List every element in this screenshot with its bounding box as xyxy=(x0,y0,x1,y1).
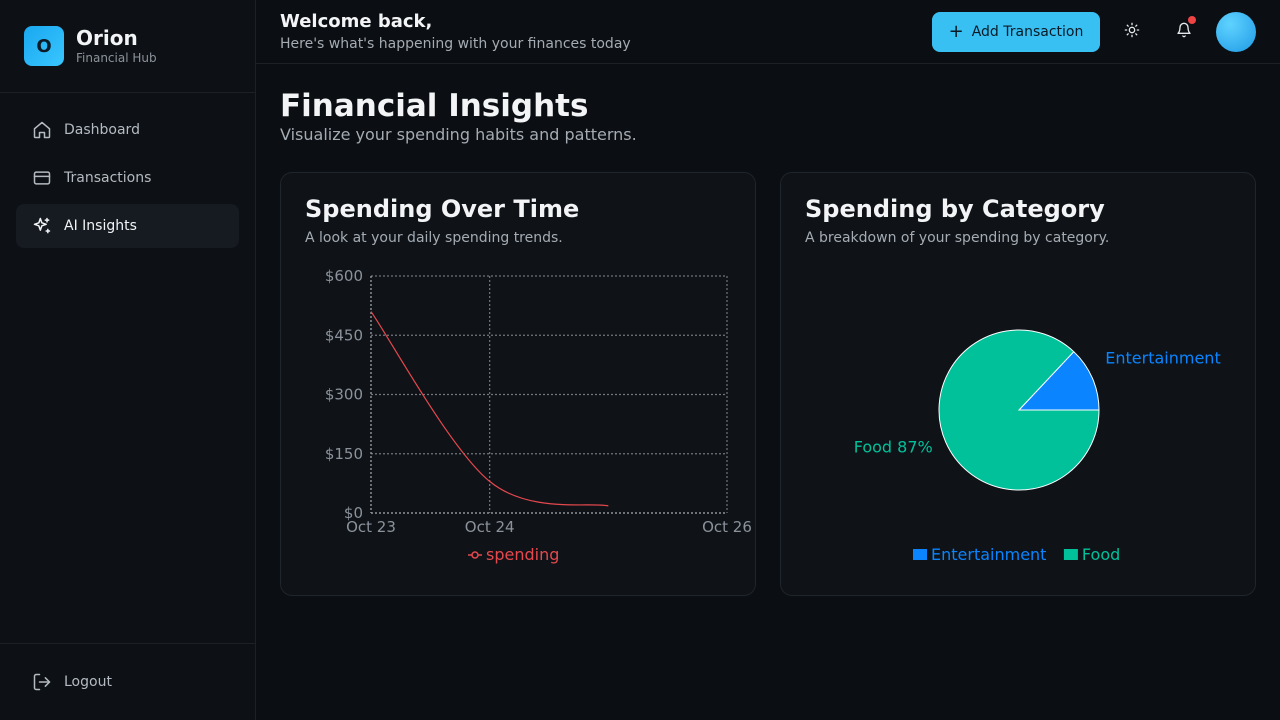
pie-slice-entertainment xyxy=(1017,350,1100,411)
pie-slice-food xyxy=(938,329,1100,491)
brand-subtitle: Financial Hub xyxy=(76,51,157,65)
home-icon xyxy=(32,120,52,140)
series-line-spending xyxy=(370,311,609,507)
top-bar: Welcome back, Here's what's happening wi… xyxy=(256,0,1280,64)
spending-over-time-card: Spending Over Time A look at your daily … xyxy=(280,172,756,596)
logout-icon xyxy=(32,672,52,692)
y-tick-label: $0 xyxy=(344,504,363,522)
y-tick-label: $150 xyxy=(325,445,363,463)
credit-card-icon xyxy=(32,168,52,188)
x-tick-label: Oct 23 xyxy=(346,518,396,536)
logout-label: Logout xyxy=(64,674,112,690)
page-subtitle: Visualize your spending habits and patte… xyxy=(280,125,637,144)
legend-marker xyxy=(471,551,479,559)
sidebar-divider xyxy=(0,643,255,644)
sun-icon xyxy=(1124,22,1140,42)
card-title: Spending Over Time xyxy=(305,195,580,223)
sidebar-item-transactions[interactable]: Transactions xyxy=(16,156,239,200)
sidebar-item-label: AI Insights xyxy=(64,218,137,234)
card-subtitle: A breakdown of your spending by category… xyxy=(805,230,1110,246)
x-tick-label: Oct 24 xyxy=(465,518,515,536)
legend-label: spending xyxy=(486,545,559,564)
legend-swatch xyxy=(913,549,927,560)
spending-by-category-card: Spending by Category A breakdown of your… xyxy=(780,172,1256,596)
bell-icon xyxy=(1176,22,1192,42)
line-chart: $0 $150 $300 $450 $600 Oct 23 Oct 24 Oct 26 spen… xyxy=(325,267,752,564)
sidebar-item-dashboard[interactable]: Dashboard xyxy=(16,108,239,152)
page-title: Financial Insights xyxy=(280,88,589,124)
brand[interactable]: O Orion Financial Hub xyxy=(24,26,157,66)
sidebar-item-label: Transactions xyxy=(64,170,152,186)
pie-slice-label: Entertainment xyxy=(1105,349,1220,368)
plus-icon: + xyxy=(948,21,964,42)
add-transaction-button[interactable]: + Add Transaction xyxy=(932,12,1100,52)
sidebar-divider xyxy=(0,92,255,93)
y-tick-label: $450 xyxy=(325,326,363,344)
sidebar: O Orion Financial Hub Dashboard Transact… xyxy=(0,0,256,720)
brand-logo: O xyxy=(24,26,64,66)
x-tick-label: Oct 26 xyxy=(702,518,752,536)
welcome-title: Welcome back, xyxy=(280,11,433,32)
add-transaction-label: Add Transaction xyxy=(971,24,1084,40)
y-tick-label: $600 xyxy=(325,267,363,285)
sidebar-item-ai-insights[interactable]: AI Insights xyxy=(16,204,239,248)
sidebar-nav: Dashboard Transactions AI Insights xyxy=(16,108,239,252)
pie-slice-label: Food 87% xyxy=(854,437,933,456)
legend-label: Entertainment xyxy=(931,545,1046,564)
legend-swatch xyxy=(1063,549,1078,560)
card-title: Spending by Category xyxy=(805,195,1105,223)
welcome-subtitle: Here's what's happening with your financ… xyxy=(280,36,631,52)
y-tick-label: $300 xyxy=(325,386,363,404)
sparkles-icon xyxy=(32,216,52,236)
logout-button[interactable]: Logout xyxy=(16,660,239,704)
avatar[interactable] xyxy=(1216,12,1256,52)
pie-chart: Entertainment Food 87% Entertainment Food xyxy=(854,329,1221,564)
sidebar-item-label: Dashboard xyxy=(64,122,140,138)
legend-label: Food xyxy=(1082,545,1120,564)
notifications-button[interactable] xyxy=(1168,16,1200,48)
notification-dot xyxy=(1188,16,1196,24)
card-subtitle: A look at your daily spending trends. xyxy=(305,230,563,246)
theme-toggle-button[interactable] xyxy=(1116,16,1148,48)
brand-name: Orion xyxy=(76,26,138,50)
